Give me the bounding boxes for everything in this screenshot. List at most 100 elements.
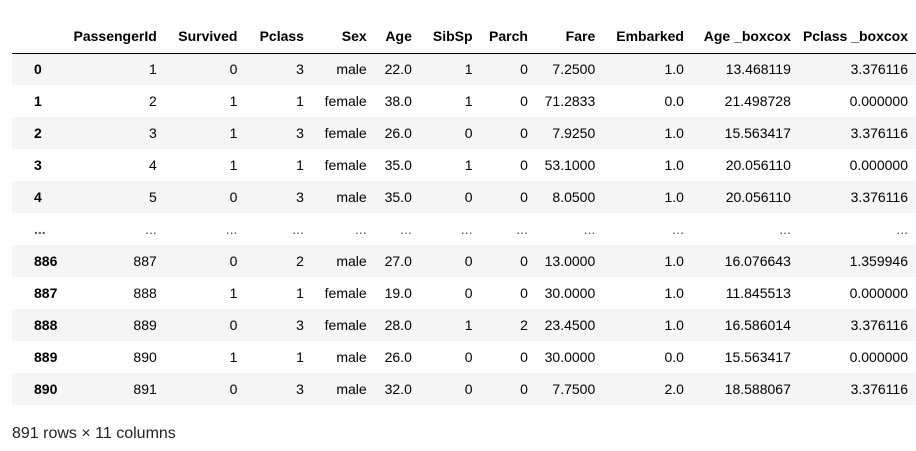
table-cell: 7.7500: [552, 381, 596, 397]
table-cell: 0: [520, 125, 528, 141]
table-cell: 0: [520, 253, 528, 269]
table-cell: 26.0: [384, 349, 412, 365]
table-cell: 889: [133, 317, 157, 333]
column-header: Age: [374, 20, 420, 54]
row-index: 3: [34, 157, 42, 173]
table-cell: ...: [516, 221, 528, 237]
column-header: Pclass _boxcox: [798, 20, 916, 54]
table-cell: 8.0500: [552, 189, 596, 205]
table-cell: 3: [296, 125, 304, 141]
table-cell: 1: [296, 157, 304, 173]
table-cell: 1: [229, 93, 238, 109]
table-cell: 15.563417: [724, 125, 791, 141]
table-cell: 23.4500: [544, 317, 596, 333]
table-cell: 1.0: [664, 253, 684, 269]
table-cell: 71.2833: [544, 93, 596, 109]
table-cell: 13.468119: [725, 61, 791, 78]
table-cell: 2: [296, 253, 304, 269]
table-body: 0 1 0 3 male 22.0 1 0 7.2500 1.0 13.468119 3.376116…: [12, 53, 916, 405]
table-cell: 11.845513: [725, 285, 791, 301]
column-header: Pclass: [245, 20, 312, 54]
table-cell: 22.0: [384, 61, 412, 78]
table-cell: ...: [583, 221, 596, 237]
table-cell: 38.0: [384, 93, 412, 109]
table-row: 886 887 0 2 male 27.0 0 0 13.0000 1.0 16.076643 1.3…: [12, 245, 916, 277]
table-cell: 0: [464, 349, 473, 365]
table-cell: 0: [520, 285, 528, 301]
table-cell: 1.0: [664, 61, 684, 78]
table-cell: 1.0: [664, 285, 684, 301]
table-row: 3 4 1 1 female 35.0 1 0 53.1000 1.0 20.056110 0.000…: [12, 149, 916, 181]
table-cell: 3: [296, 189, 304, 205]
table-cell: 1.0: [664, 157, 684, 173]
table-cell: 0: [464, 189, 473, 205]
table-cell: 0: [520, 381, 528, 397]
table-cell: 4: [148, 157, 157, 173]
table-cell: 1: [296, 93, 304, 109]
table-cell: 3.376116: [850, 381, 908, 397]
table-cell: 1.0: [664, 189, 684, 205]
table-cell: 26.0: [384, 125, 412, 141]
row-index: 888: [34, 317, 58, 333]
table-cell: male: [336, 381, 367, 397]
table-cell: 0.000000: [849, 285, 908, 301]
table-cell: 27.0: [384, 253, 412, 269]
table-cell: 3: [296, 381, 304, 397]
table-cell: 7.2500: [552, 61, 596, 78]
table-cell: 1.0: [664, 125, 684, 141]
table-cell: 2.0: [664, 381, 684, 397]
table-cell: 3: [148, 125, 157, 141]
table-cell: male: [336, 61, 367, 78]
column-header: Age _boxcox: [691, 20, 799, 54]
column-header: Survived: [164, 20, 246, 54]
table-cell: 0.000000: [849, 349, 908, 365]
table-cell: 1: [464, 317, 473, 333]
table-row: ....................................: [12, 213, 916, 245]
table-cell: 1: [464, 93, 473, 109]
table-row: 2 3 1 3 female 26.0 0 0 7.9250 1.0 15.563417 3.3761…: [12, 117, 916, 149]
table-cell: ...: [400, 221, 412, 237]
table-cell: 28.0: [384, 317, 412, 333]
table-cell: 0: [520, 157, 528, 173]
column-header: Embarked: [603, 20, 692, 54]
dataframe-output: PassengerId Survived Pclass Sex Age SibSp Parc…: [12, 20, 916, 405]
row-index: 890: [34, 381, 58, 397]
table-cell: ...: [672, 221, 684, 237]
table-cell: 1: [296, 349, 304, 365]
table-cell: 0.0: [664, 93, 684, 109]
table-cell: 0: [229, 381, 238, 397]
table-cell: 1: [229, 125, 238, 141]
table-cell: 30.0000: [544, 285, 596, 301]
table-cell: 1: [229, 349, 238, 365]
table-cell: 0: [464, 125, 473, 141]
table-cell: 0: [464, 381, 473, 397]
table-cell: 1.0: [664, 317, 684, 333]
dataframe-table: PassengerId Survived Pclass Sex Age SibSp Parc…: [12, 20, 916, 405]
table-cell: 30.0000: [544, 349, 596, 365]
row-index: 2: [34, 125, 42, 141]
column-header: Parch: [480, 20, 536, 54]
column-header: PassengerId: [65, 20, 165, 54]
table-cell: 32.0: [384, 381, 412, 397]
column-header: Fare: [535, 20, 604, 54]
table-cell: 2: [148, 93, 157, 109]
table-cell: 5: [148, 189, 157, 205]
table-cell: 0: [229, 189, 238, 205]
row-index: 4: [34, 189, 42, 205]
table-cell: 7.9250: [552, 125, 596, 141]
table-cell: 887: [133, 253, 157, 269]
table-cell: ...: [896, 221, 908, 237]
table-cell: 3.376116: [850, 189, 908, 205]
table-cell: ...: [145, 221, 157, 237]
row-index: 1: [34, 93, 42, 109]
table-cell: ...: [779, 221, 791, 237]
table-cell: 0.000000: [849, 93, 908, 109]
table-cell: 3: [296, 61, 304, 78]
table-cell: ...: [460, 221, 473, 237]
table-cell: 1: [229, 157, 238, 173]
table-row: 889 890 1 1 male 26.0 0 0 30.0000 0.0 15.563417 0.0…: [12, 341, 916, 373]
table-cell: 21.498728: [724, 93, 791, 109]
row-index: 889: [34, 349, 58, 365]
table-cell: 0: [520, 93, 528, 109]
table-cell: male: [336, 253, 367, 269]
